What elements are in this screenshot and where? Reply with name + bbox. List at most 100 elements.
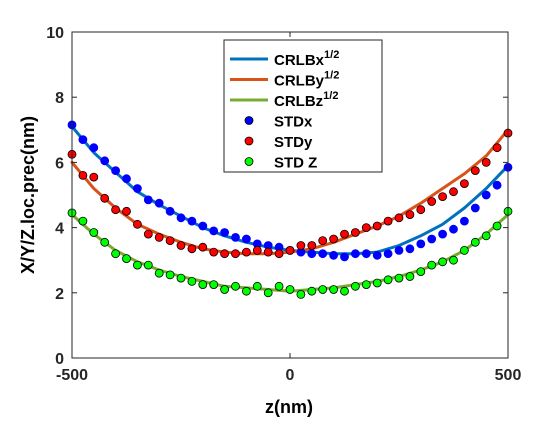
data-point-stdy: [383, 216, 393, 226]
data-point-stdx: [372, 250, 382, 260]
data-point-stdz: [372, 278, 382, 288]
x-axis-label: z(nm): [265, 397, 313, 417]
data-point-stdy: [427, 197, 437, 206]
data-point-stdy: [318, 236, 328, 246]
data-point-stdz: [176, 273, 186, 283]
y-tick-label: 0: [55, 351, 64, 368]
data-point-stdz: [416, 267, 426, 277]
data-point-stdx: [318, 249, 328, 259]
y-tick-label: 6: [55, 155, 64, 172]
data-point-stdz: [122, 254, 131, 264]
data-point-stdx: [350, 249, 360, 259]
data-point-stdz: [383, 275, 393, 285]
data-point-stdy: [111, 205, 120, 215]
data-point-stdz: [296, 289, 306, 299]
data-point-stdz: [449, 255, 458, 265]
data-point-stdy: [285, 245, 295, 255]
data-point-stdy: [132, 219, 142, 229]
data-point-stdy: [274, 249, 284, 259]
data-point-stdx: [492, 180, 502, 190]
data-point-stdx: [427, 234, 437, 244]
data-point-stdx: [78, 135, 88, 145]
data-point-stdz: [438, 257, 448, 267]
data-point-stdy: [154, 232, 164, 242]
data-point-stdz: [285, 285, 295, 294]
data-point-stdx: [132, 184, 142, 193]
data-point-stdz: [427, 260, 437, 270]
data-point-stdx: [340, 252, 349, 262]
data-point-stdy: [241, 247, 251, 257]
data-point-stdz: [165, 270, 175, 280]
data-point-stdy: [198, 242, 208, 252]
data-point-stdx: [231, 232, 240, 242]
data-point-stdx: [154, 198, 164, 208]
data-point-stdx: [329, 250, 339, 260]
data-point-stdx: [481, 190, 491, 200]
data-point-stdz: [470, 237, 480, 247]
data-point-stdz: [187, 276, 197, 286]
data-point-stdx: [470, 203, 480, 213]
data-point-stdy: [470, 166, 480, 176]
data-point-stdx: [416, 239, 426, 249]
data-point-stdz: [198, 280, 208, 290]
x-tick-label: 0: [286, 367, 295, 384]
data-point-stdx: [361, 249, 371, 259]
y-tick-label: 4: [55, 221, 64, 238]
data-point-stdz: [318, 285, 328, 294]
data-point-stdy: [209, 247, 219, 257]
data-point-stdz: [329, 285, 339, 294]
data-point-stdy: [361, 223, 371, 233]
data-point-stdz: [252, 281, 262, 291]
data-point-stdz: [100, 237, 110, 247]
data-point-stdy: [165, 236, 175, 246]
data-point-stdx: [383, 249, 393, 259]
legend-label: CRLBz1/2: [274, 90, 338, 110]
data-point-stdx: [111, 166, 120, 176]
data-point-stdx: [438, 229, 448, 239]
data-point-stdz: [132, 260, 142, 270]
data-point-stdx: [122, 174, 131, 184]
data-point-stdy: [481, 157, 491, 167]
data-point-stdy: [220, 249, 230, 259]
data-point-stdy: [89, 172, 99, 182]
data-point-stdy: [122, 206, 131, 216]
data-point-stdz: [154, 268, 164, 278]
data-point-stdx: [220, 228, 230, 237]
data-point-stdz: [405, 272, 415, 281]
data-point-stdz: [143, 260, 153, 270]
data-point-stdy: [307, 241, 317, 250]
data-point-stdy: [143, 229, 153, 239]
data-point-stdx: [143, 195, 153, 205]
data-point-stdz: [209, 280, 219, 290]
y-tick-label: 2: [55, 286, 64, 303]
data-point-stdx: [89, 143, 99, 153]
legend-box: [223, 39, 383, 173]
data-point-stdz: [394, 273, 404, 283]
data-point-stdz: [231, 281, 240, 291]
data-point-stdy: [329, 234, 339, 244]
x-tick-label: 500: [495, 367, 522, 384]
legend-marker-swatch: [244, 136, 254, 146]
data-point-stdy: [350, 228, 360, 237]
data-point-stdy: [187, 244, 197, 254]
data-point-stdy: [100, 193, 110, 203]
data-point-stdy: [459, 179, 469, 189]
legend-label: STD Z: [274, 155, 317, 172]
data-point-stdz: [241, 286, 251, 296]
data-point-stdx: [176, 213, 186, 223]
legend-label: CRLBy1/2: [274, 70, 339, 90]
data-point-stdy: [340, 229, 349, 239]
data-point-stdy: [263, 247, 273, 257]
data-point-stdx: [165, 206, 175, 216]
data-point-stdx: [241, 234, 251, 244]
y-axis-label: X/Y/Z.loc.prec(nm): [18, 116, 38, 274]
data-point-stdy: [416, 205, 426, 215]
data-point-stdx: [459, 216, 469, 226]
data-point-stdz: [78, 216, 88, 226]
data-point-stdz: [459, 245, 469, 255]
data-point-stdz: [274, 281, 284, 291]
data-point-stdy: [296, 241, 306, 250]
